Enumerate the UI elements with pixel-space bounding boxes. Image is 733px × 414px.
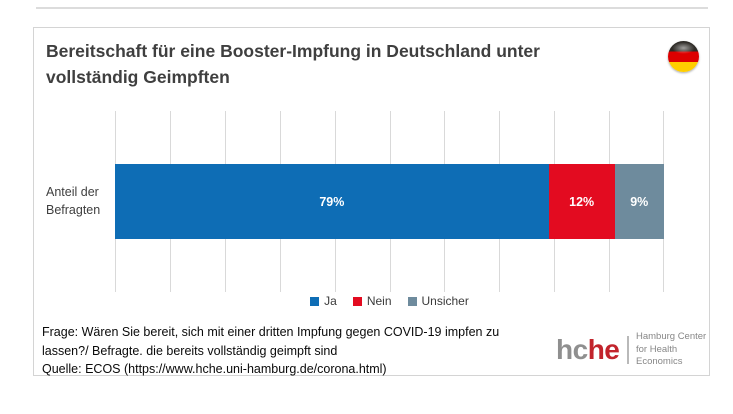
footnote-question-line1: Frage: Wären Sie bereit, sich mit einer … [42,325,500,339]
legend-item-nein: Nein [352,294,392,308]
hche-logo: hche Hamburg Center for Health Economics [556,329,709,371]
legend-label: Ja [324,294,337,308]
category-label: Anteil der Befragten [46,183,112,219]
footnote-source: Quelle: ECOS (https://www.hche.uni-hambu… [42,362,387,376]
category-label-line2: Befragten [46,203,101,217]
plot-area: 79% 12% 9% [115,111,664,292]
bar-value-label: 9% [630,194,649,209]
footnote: Frage: Wären Sie bereit, sich mit einer … [42,323,547,379]
legend-marker-icon [407,296,417,306]
germany-flag-icon [668,41,699,72]
bar-segment-ja: 79% [115,164,549,239]
logo-divider [627,336,629,364]
legend-item-ja: Ja [310,294,337,308]
bar-value-label: 79% [319,194,345,209]
legend-marker-icon [352,296,362,306]
hche-wordmark-red: he [587,334,620,365]
bar-segment-unsicher: 9% [614,164,664,239]
logo-subtitle-line1: Hamburg Center [635,331,707,343]
category-label-line1: Anteil der [46,185,99,199]
logo-subtitle-line2: for Health Economics [635,343,683,368]
logo-subtitle: Hamburg Center for Health Economics [636,331,709,369]
bar-value-label: 12% [569,194,595,209]
hche-wordmark: hche [556,334,620,365]
legend-item-unsicher: Unsicher [407,294,469,308]
chart-card: Bereitschaft für eine Booster-Impfung in… [33,27,710,376]
legend-label: Unsicher [421,294,469,308]
legend-marker-icon [310,296,320,306]
legend-label: Nein [366,294,392,308]
stacked-bar: 79% 12% 9% [115,164,664,239]
top-divider [36,7,708,9]
bar-segment-nein: 12% [548,164,615,239]
footnote-question-line2: lassen?/ Befragte. die bereits vollständ… [42,343,338,358]
legend: Ja Nein Unsicher [115,294,664,308]
chart-title: Bereitschaft für eine Booster-Impfung in… [46,41,540,87]
hche-wordmark-gray: hc [556,334,588,365]
